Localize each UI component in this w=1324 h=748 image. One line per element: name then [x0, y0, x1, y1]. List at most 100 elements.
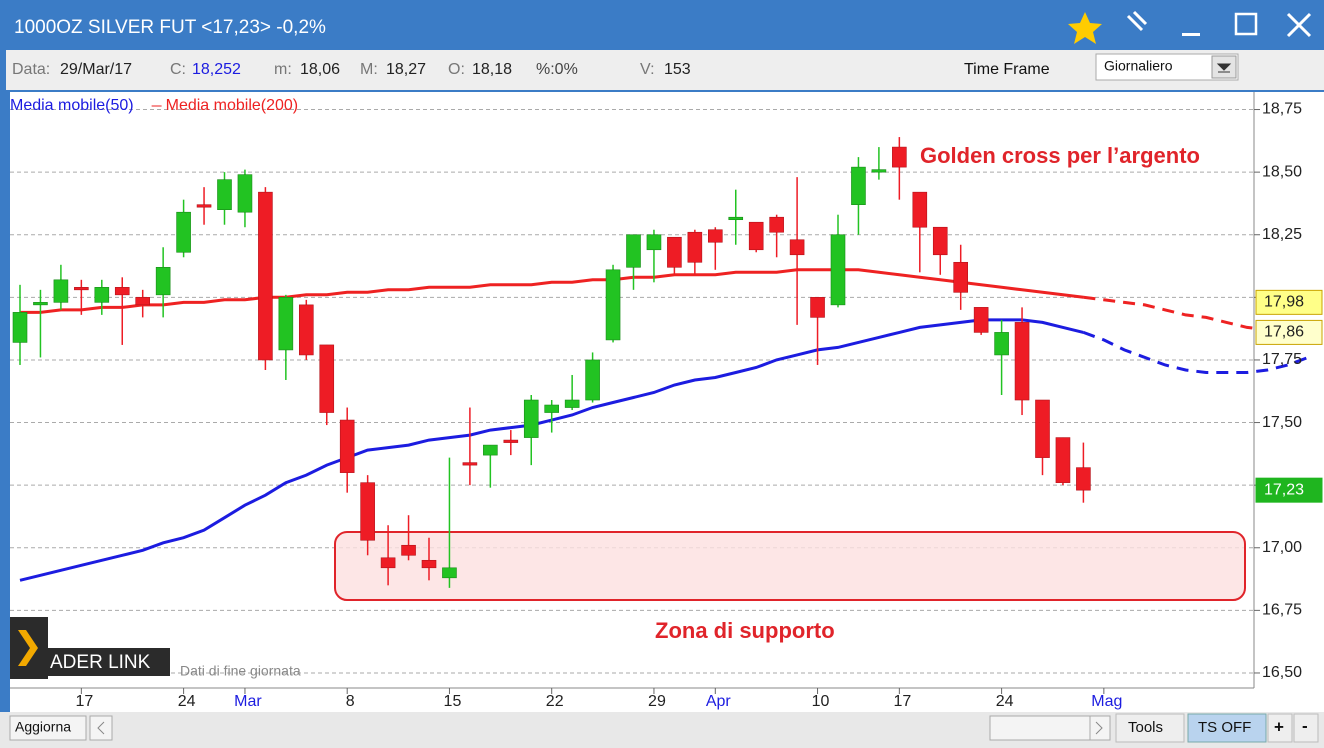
x-tick-label: 22: [546, 693, 564, 710]
candle-body: [748, 221, 764, 251]
y-tick-label: 18,75: [1262, 101, 1302, 118]
x-axis-labels: 17 24 Mar 8 15 22 29 Apr 10 17 24 Mag: [75, 688, 1122, 710]
candle-body: [442, 567, 457, 579]
candle-body: [1035, 399, 1050, 458]
candle-body: [53, 279, 69, 303]
marks: [12, 137, 1309, 588]
candle-body: [728, 216, 744, 221]
info-fields: Data: 29/Mar/17 C: 18,252 m: 18,06 M: 18…: [12, 61, 1050, 78]
info-label: O:: [448, 61, 465, 78]
star-icon[interactable]: [1068, 12, 1102, 44]
x-tick-label: 8: [346, 693, 355, 710]
candle-body: [707, 229, 723, 243]
legend: Media mobile(50) Media mobile(200): [10, 97, 298, 114]
candle-body: [196, 204, 212, 208]
candle-body: [421, 559, 437, 569]
candle-body: [892, 146, 907, 168]
candle-body: [851, 166, 866, 205]
candle-body: [687, 231, 703, 263]
candle-body: [401, 544, 416, 556]
candle-body: [523, 399, 539, 438]
candle-body: [462, 462, 478, 466]
price-tag-label: 17,98: [1264, 294, 1304, 311]
logo-box: [10, 617, 48, 679]
y-tick-label: 18,25: [1262, 226, 1302, 243]
close-button[interactable]: [1286, 12, 1312, 38]
x-tick-label: 15: [444, 693, 462, 710]
minimize-button[interactable]: [1182, 33, 1200, 36]
candle-body: [953, 261, 969, 293]
zoom-out-label: -: [1302, 716, 1308, 735]
candle-body: [33, 302, 48, 306]
info-value: %:0%: [536, 61, 578, 78]
x-axis-area: [10, 688, 1324, 712]
candle-body: [646, 234, 662, 251]
candle-body: [360, 482, 375, 541]
info-value: 153: [664, 61, 691, 78]
refresh-label: Aggiorna: [15, 719, 71, 735]
x-tick-label: Mag: [1091, 693, 1122, 710]
y-tick-label: 16,75: [1262, 602, 1302, 619]
candle-body: [830, 234, 846, 306]
refresh-button[interactable]: [9, 715, 87, 741]
scroll-right[interactable]: [1089, 715, 1111, 741]
candle-body: [135, 297, 150, 306]
maximize-button[interactable]: [1234, 12, 1258, 36]
moving-average-projection: [1082, 330, 1309, 374]
zoom-out-button[interactable]: [1293, 713, 1319, 743]
candle-body: [237, 174, 253, 213]
candle-body: [994, 332, 1009, 356]
candle-body: [810, 297, 825, 318]
ts-button[interactable]: [1187, 713, 1267, 743]
x-tick-label: Apr: [706, 693, 732, 710]
candle-body: [94, 287, 110, 303]
moving-average: [20, 268, 1084, 314]
watermark-note: Dati di fine giornata: [180, 663, 301, 679]
price-tag-label: 17,23: [1264, 481, 1304, 498]
legend-entry: Media mobile(200): [166, 97, 299, 114]
time-frame-value: Giornaliero: [1104, 58, 1173, 74]
y-tick-label: 16,50: [1262, 664, 1302, 681]
scrollbar-thumb[interactable]: [989, 715, 1091, 741]
info-label: V:: [640, 61, 655, 78]
watermark-brand: ADER LINK: [50, 652, 151, 673]
tools-label: Tools: [1128, 719, 1163, 736]
candle-body: [1014, 322, 1030, 401]
annotation: Golden cross per l’argento: [920, 143, 1200, 168]
tools-button[interactable]: [1115, 713, 1185, 743]
info-value: 18,27: [386, 61, 426, 78]
info-value: 18,252: [192, 61, 241, 78]
window-title: 1000OZ SILVER FUT <17,23> -0,2%: [14, 17, 326, 38]
x-tick-label: 17: [75, 693, 93, 710]
candle-body: [176, 211, 191, 253]
candle-body: [973, 307, 989, 333]
candle-body: [74, 287, 89, 291]
x-tick-label: 29: [648, 693, 666, 710]
ts-label: TS OFF: [1198, 719, 1251, 736]
support-zone: [334, 531, 1246, 601]
zoom-in-button[interactable]: [1267, 713, 1293, 743]
scroll-left-arrow: [97, 721, 105, 735]
candle-body: [789, 239, 805, 256]
scroll-right-arrow: [1095, 721, 1103, 735]
candle-body: [339, 419, 355, 473]
candle-body: [667, 236, 682, 268]
candle-body: [319, 344, 335, 413]
candle-body: [483, 444, 498, 456]
scroll-left[interactable]: [89, 715, 113, 741]
candle-body: [217, 179, 232, 210]
candle-body: [155, 266, 171, 296]
tool-icon[interactable]: [1126, 10, 1148, 32]
x-tick-label: Mar: [234, 693, 262, 710]
candle-body: [626, 234, 641, 268]
zoom-in-label: +: [1274, 717, 1284, 736]
logo-banner: [48, 648, 170, 676]
info-value: 29/Mar/17: [60, 61, 132, 78]
price-tag: [1255, 477, 1323, 503]
candle-body: [769, 216, 784, 233]
y-axis-area: [1254, 92, 1324, 688]
x-tick-label: 24: [996, 693, 1014, 710]
info-value: 18,18: [472, 61, 512, 78]
candle-body: [544, 404, 560, 413]
